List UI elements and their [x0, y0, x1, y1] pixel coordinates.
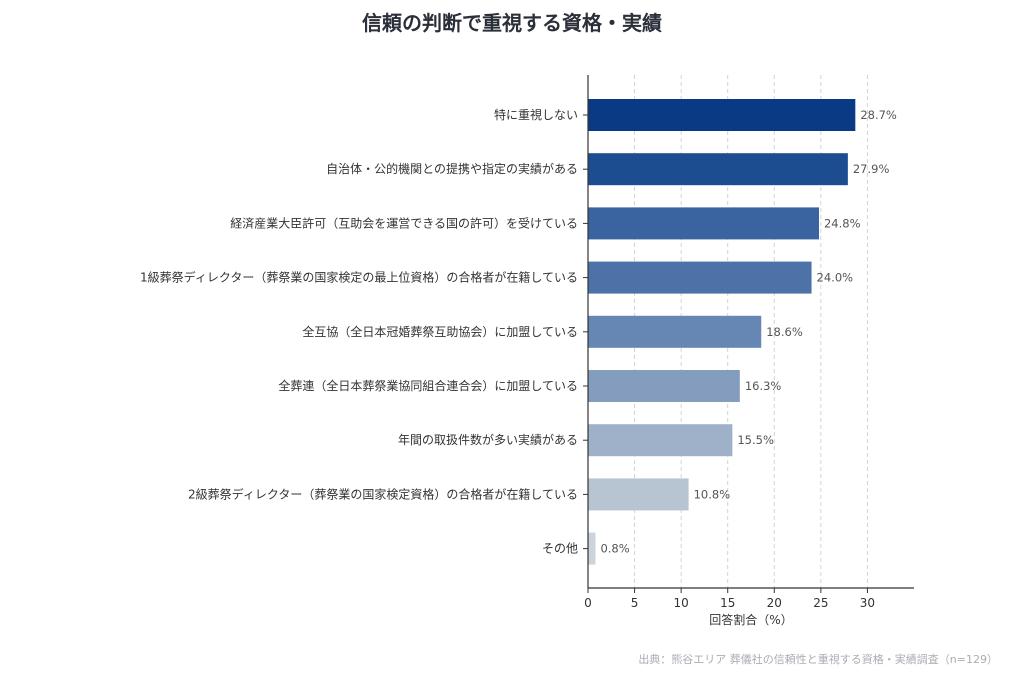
category-label-3: 1級葬祭ディレクター（葬祭業の国家検定の最上位資格）の合格者が在籍している: [140, 270, 578, 285]
chart-title: 信頼の判断で重視する資格・実績: [362, 11, 662, 35]
category-label-0: 特に重視しない: [494, 107, 578, 122]
x-axis-title: 回答割合（%）: [709, 612, 792, 627]
bar-8: [588, 532, 596, 565]
bar-3: [588, 261, 812, 294]
axes: 0 5 10 15 20 25 30: [583, 75, 914, 610]
x-tick-label-1: 5: [631, 596, 639, 610]
category-label-7: 2級葬祭ディレクター（葬祭業の国家検定資格）の合格者が在籍している: [188, 486, 578, 501]
labels: 特に重視しない 28.7% 自治体・公的機関との提携や指定の実績がある 27.9% 経済…: [140, 107, 897, 556]
value-label-2: 24.8%: [824, 216, 861, 230]
value-label-3: 24.0%: [817, 271, 854, 285]
value-label-7: 10.8%: [694, 487, 731, 501]
value-label-0: 28.7%: [860, 108, 897, 122]
category-label-8: その他: [542, 542, 578, 556]
bar-1: [588, 153, 848, 186]
bars: [588, 99, 856, 565]
value-label-6: 15.5%: [737, 433, 774, 447]
category-label-5: 全葬連（全日本葬祭業協同組合連合会）に加盟している: [278, 378, 578, 393]
bar-5: [588, 370, 740, 402]
bar-2: [588, 207, 819, 240]
x-tick-label-0: 0: [584, 596, 592, 610]
x-tick-label-4: 20: [767, 596, 782, 610]
value-label-8: 0.8%: [600, 542, 629, 556]
bar-4: [588, 315, 762, 348]
value-label-4: 18.6%: [766, 325, 803, 339]
bar-6: [588, 424, 733, 457]
x-tick-label-5: 25: [813, 596, 828, 610]
value-label-1: 27.9%: [853, 162, 890, 176]
category-label-1: 自治体・公的機関との提携や指定の実績がある: [326, 161, 578, 176]
value-label-5: 16.3%: [745, 379, 782, 393]
category-label-4: 全互協（全日本冠婚葬祭互助協会）に加盟している: [302, 324, 578, 339]
bar-0: [588, 99, 856, 131]
bar-7: [588, 478, 689, 511]
x-tick-label-3: 15: [720, 596, 735, 610]
category-label-6: 年間の取扱件数が多い実績がある: [398, 432, 578, 447]
category-label-2: 経済産業大臣許可（互助会を運営できる国の許可）を受けている: [230, 215, 578, 230]
source-note: 出典：熊谷エリア 葬儀社の信頼性と重視する資格・実績調査（n=129）: [638, 653, 998, 666]
x-tick-label-6: 30: [860, 596, 875, 610]
x-tick-label-2: 10: [674, 596, 689, 610]
